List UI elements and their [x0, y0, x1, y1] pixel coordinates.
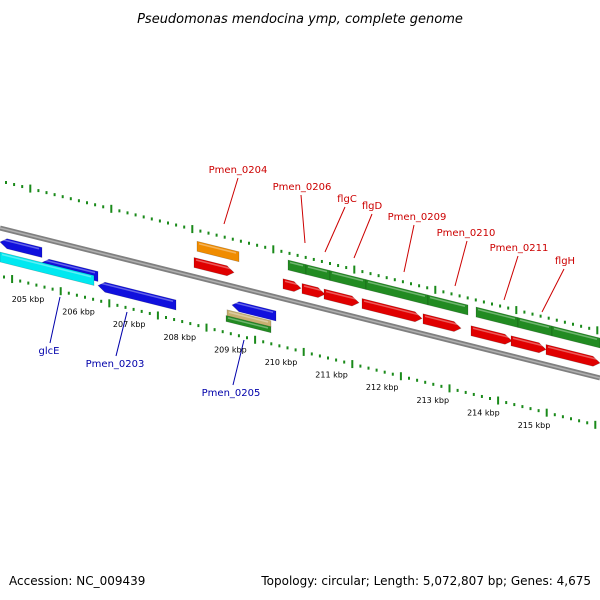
- accession-text: Accession: NC_009439: [9, 574, 145, 588]
- leader-flgc: [324, 206, 346, 253]
- cds-pmen-0204[interactable]: [193, 257, 235, 277]
- outer-tick-track: [5, 181, 599, 335]
- gene-label-pmen-0203[interactable]: Pmen_0203: [86, 359, 145, 370]
- scale-label: 215 kbp: [518, 421, 551, 430]
- leader-pmen-0206: [300, 194, 306, 244]
- cds-forward-4-highlight: [367, 281, 426, 297]
- gene-labels: Pmen_0204 Pmen_0206 flgC flgD Pmen_0209 …: [39, 165, 576, 399]
- cds-forward-1-highlight: [289, 261, 304, 267]
- cds-forward-5-highlight: [429, 296, 466, 307]
- leader-pmen-0203: [115, 311, 128, 357]
- scale-label: 214 kbp: [467, 408, 500, 417]
- inner-tick-track: [3, 275, 597, 429]
- cds-flgc-highlight: [303, 285, 323, 292]
- leader-pmen-0205: [232, 339, 245, 386]
- scale-label: 206 kbp: [62, 308, 95, 317]
- cds-flgd-highlight: [325, 290, 357, 300]
- cds-forward-7-highlight: [519, 319, 550, 328]
- cds-forward-2-highlight: [307, 266, 328, 273]
- cds-pmen-0206[interactable]: [282, 278, 302, 292]
- leader-glce: [49, 296, 61, 344]
- scale-label: 212 kbp: [366, 383, 399, 392]
- cds-pmen-0209[interactable]: [361, 298, 423, 323]
- gene-label-pmen-0211[interactable]: Pmen_0211: [490, 243, 549, 254]
- gene-label-flgh[interactable]: flgH: [555, 256, 575, 267]
- gene-label-flgc[interactable]: flgC: [337, 194, 357, 205]
- feature-track: [0, 238, 600, 367]
- leader-flgd: [353, 213, 373, 259]
- cds-forward-8[interactable]: [551, 325, 600, 349]
- cds-flgh-2-highlight: [547, 346, 598, 360]
- cds-pmen-0204-highlight: [195, 259, 232, 270]
- gene-label-pmen-0209[interactable]: Pmen_0209: [388, 212, 447, 223]
- gene-label-flgd[interactable]: flgD: [362, 201, 383, 212]
- cds-pmen-0204-orange[interactable]: [196, 240, 240, 263]
- leader-pmen-0210: [454, 240, 468, 287]
- leader-flgh: [541, 268, 565, 313]
- cds-cyan-highlight: [1, 253, 92, 278]
- cds-pmen-0210[interactable]: [422, 313, 462, 332]
- cds-pmen-0205-green-highlight: [227, 317, 269, 329]
- backbone: [0, 225, 600, 381]
- scale-label: 210 kbp: [265, 358, 298, 367]
- cds-pmen-0209-highlight: [363, 300, 420, 316]
- cds-pmen-0204-orange-highlight: [198, 243, 237, 254]
- cds-forward-8-highlight: [553, 327, 598, 340]
- cds-blue-2-highlight: [43, 259, 96, 274]
- cds-cyan[interactable]: [0, 251, 95, 286]
- leader-pmen-0211: [503, 255, 519, 301]
- scale-label: 209 kbp: [214, 345, 247, 354]
- cds-flgh-1[interactable]: [510, 335, 547, 354]
- scale-label: 205 kbp: [12, 295, 45, 304]
- gene-label-pmen-0205[interactable]: Pmen_0205: [202, 388, 261, 399]
- cds-glce-highlight: [99, 282, 174, 302]
- scale-label: 208 kbp: [163, 333, 196, 342]
- cds-pmen-0206-highlight: [284, 280, 299, 286]
- leader-pmen-0204: [223, 177, 239, 225]
- scale-label: 207 kbp: [113, 320, 146, 329]
- scale-label: 211 kbp: [315, 371, 348, 380]
- cds-flgh-2[interactable]: [545, 344, 600, 367]
- cds-blue-1[interactable]: [0, 238, 43, 258]
- cds-forward-3-highlight: [331, 272, 364, 282]
- scale-labels: 205 kbp 206 kbp 207 kbp 208 kbp 209 kbp 210 k…: [12, 295, 551, 430]
- cds-pmen-0205-highlight: [233, 301, 274, 313]
- cds-forward-6-highlight: [477, 308, 516, 320]
- cds-pmen-0210-highlight: [424, 315, 459, 326]
- cds-pmen-0205[interactable]: [231, 301, 277, 322]
- genome-summary-text: Topology: circular; Length: 5,072,807 bp…: [260, 574, 591, 588]
- scale-label: 213 kbp: [416, 396, 449, 405]
- gene-label-glce[interactable]: glcE: [39, 346, 60, 357]
- cds-pmen-0211-highlight: [472, 327, 510, 338]
- cds-pmen-0205-green[interactable]: [225, 315, 272, 334]
- cds-flgh-1-highlight: [512, 337, 544, 347]
- gene-label-pmen-0206[interactable]: Pmen_0206: [273, 182, 332, 193]
- cds-flgc[interactable]: [301, 283, 326, 298]
- gene-label-pmen-0210[interactable]: Pmen_0210: [437, 228, 496, 239]
- cds-pmen-0205-tan-highlight: [228, 311, 269, 323]
- gene-label-pmen-0204[interactable]: Pmen_0204: [209, 165, 268, 176]
- cds-glce[interactable]: [97, 281, 177, 311]
- cds-forward-5[interactable]: [427, 294, 469, 316]
- cds-flgd[interactable]: [323, 288, 360, 307]
- map-title: Pseudomonas mendocina ymp, complete geno…: [137, 12, 463, 27]
- label-leaders: [49, 177, 565, 386]
- leader-pmen-0209: [403, 224, 415, 273]
- cds-blue-1-highlight: [1, 238, 40, 250]
- cds-pmen-0211[interactable]: [470, 325, 513, 345]
